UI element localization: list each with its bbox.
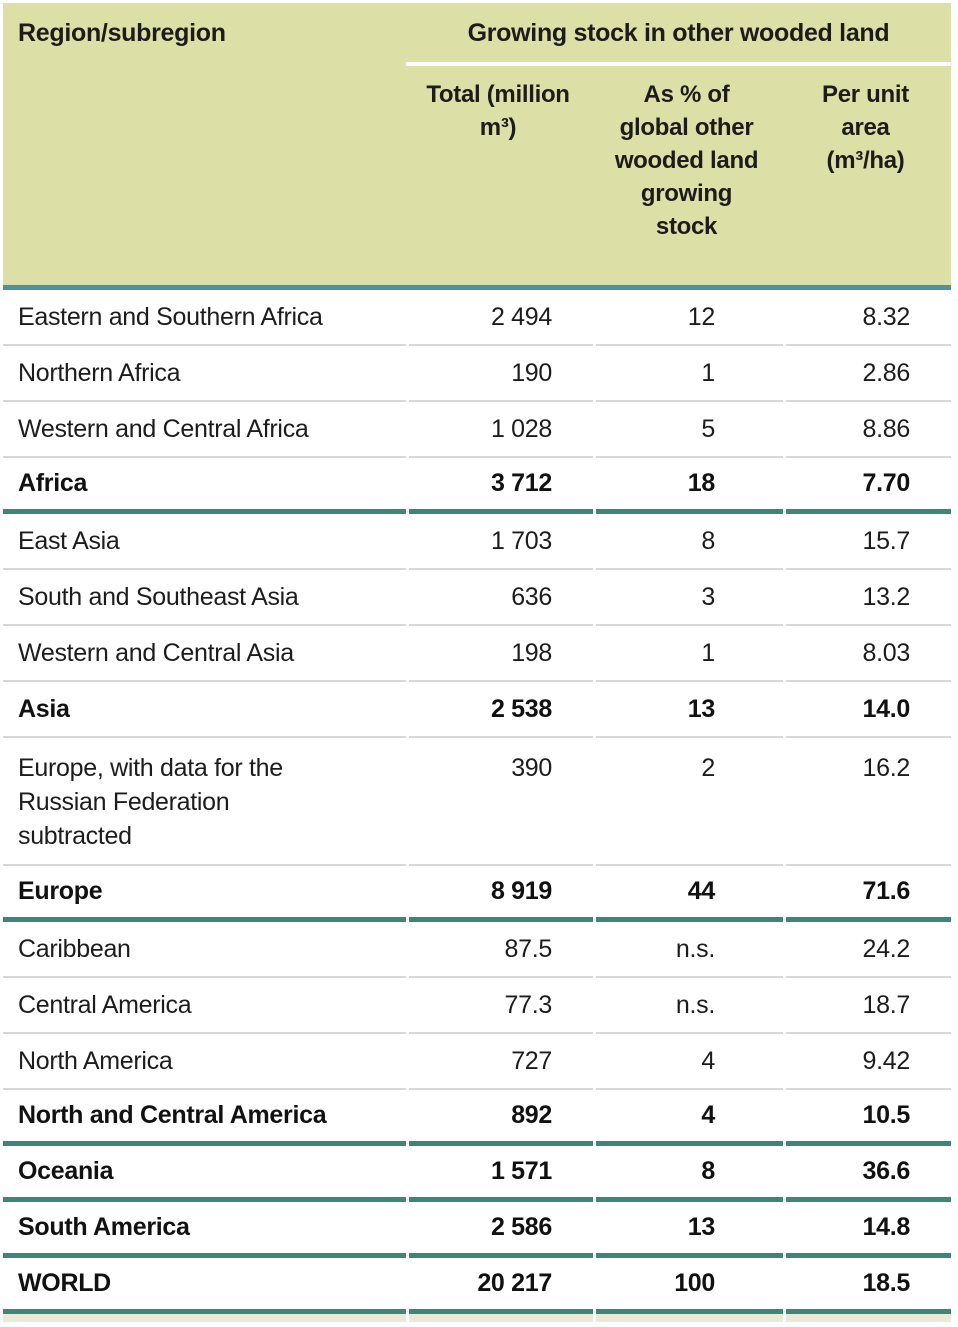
table-row: Asia 2 538 13 14.0: [3, 682, 951, 738]
share-cell: 13: [596, 682, 783, 738]
per-unit-area-cell: 36.6: [786, 1146, 951, 1202]
per-unit-area-cell: 8.32: [786, 290, 951, 346]
total-cell: 20 217: [409, 1258, 593, 1314]
per-unit-area-cell: 2.86: [786, 346, 951, 402]
per-unit-area-cell: 15.7: [786, 514, 951, 570]
share-cell: 8: [596, 1146, 783, 1202]
total-cell: 390: [409, 738, 593, 866]
table-header: Region/subregion Growing stock in other …: [3, 3, 951, 290]
total-cell: 2 586: [409, 1202, 593, 1258]
share-cell: 5: [596, 402, 783, 458]
per-unit-area-cell: 13.2: [786, 570, 951, 626]
region-cell: Asia: [3, 682, 406, 738]
region-cell: Western and Central Asia: [3, 626, 406, 682]
share-cell: n.s.: [596, 922, 783, 978]
region-cell: South and Southeast Asia: [3, 570, 406, 626]
table-row: Africa 3 712 18 7.70: [3, 458, 951, 514]
region-cell: Caribbean: [3, 922, 406, 978]
region-cell: Africa: [3, 458, 406, 514]
table-row: North America 727 4 9.42: [3, 1034, 951, 1090]
column-header-share: As % of global other wooded land growing…: [614, 81, 759, 240]
growing-stock-table: Region/subregion Growing stock in other …: [3, 3, 951, 1322]
table-row: Northern Africa 190 1 2.86: [3, 346, 951, 402]
table-row: Oceania 1 571 8 36.6: [3, 1146, 951, 1202]
share-cell: 2: [596, 738, 783, 866]
total-cell: 2 538: [409, 682, 593, 738]
table-row: Europe, with data for the Russian Federa…: [3, 738, 951, 866]
total-cell: 190: [409, 346, 593, 402]
region-cell: WORLD: [3, 1258, 406, 1314]
column-header-total: Total (million m³): [426, 81, 570, 141]
share-cell: 13: [596, 1202, 783, 1258]
table-row: South and Southeast Asia 636 3 13.2: [3, 570, 951, 626]
total-cell: 892: [409, 1090, 593, 1146]
per-unit-area-cell: 18.7: [786, 978, 951, 1034]
table-row: Eastern and Southern Africa 2 494 12 8.32: [3, 290, 951, 346]
total-cell: 198: [409, 626, 593, 682]
table-row: South America 2 586 13 14.8: [3, 1202, 951, 1258]
table-row: Central America 77.3 n.s. 18.7: [3, 978, 951, 1034]
table-row: WORLD 20 217 100 18.5: [3, 1258, 951, 1314]
share-cell: 4: [596, 1090, 783, 1146]
per-unit-area-cell: 18.5: [786, 1258, 951, 1314]
per-unit-area-cell: 8.86: [786, 402, 951, 458]
table-row: Europe 8 919 44 71.6: [3, 866, 951, 922]
total-cell: 2 494: [409, 290, 593, 346]
table-row: Western and Central Africa 1 028 5 8.86: [3, 402, 951, 458]
region-cell: Europe, with data for the Russian Federa…: [3, 738, 406, 866]
table-row: Western and Central Asia 198 1 8.03: [3, 626, 951, 682]
column-header-per-unit-area: Per unit area (m³/ha): [822, 81, 909, 174]
table-row: North and Central America 892 4 10.5: [3, 1090, 951, 1146]
total-cell: 87.5: [409, 922, 593, 978]
total-cell: 727: [409, 1034, 593, 1090]
total-cell: 77.3: [409, 978, 593, 1034]
region-cell: East Asia: [3, 514, 406, 570]
share-cell: 8: [596, 514, 783, 570]
share-cell: 1: [596, 626, 783, 682]
region-cell: Central America: [3, 978, 406, 1034]
share-cell: 4: [596, 1034, 783, 1090]
subcolumn-headers: Total (million m³) As % of global other …: [406, 66, 951, 243]
total-cell: 1 571: [409, 1146, 593, 1202]
region-cell: North America: [3, 1034, 406, 1090]
table-body: Eastern and Southern Africa 2 494 12 8.32 No…: [3, 290, 951, 1314]
region-cell: Oceania: [3, 1146, 406, 1202]
total-cell: 8 919: [409, 866, 593, 922]
share-cell: n.s.: [596, 978, 783, 1034]
region-cell: Northern Africa: [3, 346, 406, 402]
region-cell: South America: [3, 1202, 406, 1258]
share-cell: 18: [596, 458, 783, 514]
per-unit-area-cell: 7.70: [786, 458, 951, 514]
total-cell: 636: [409, 570, 593, 626]
per-unit-area-cell: 9.42: [786, 1034, 951, 1090]
group-header-area: Growing stock in other wooded land Total…: [406, 3, 951, 285]
per-unit-area-cell: 8.03: [786, 626, 951, 682]
group-title-underline: [406, 62, 951, 66]
bottom-partial-strip: [3, 1314, 951, 1322]
region-subregion-header: Region/subregion: [18, 19, 226, 47]
share-cell: 3: [596, 570, 783, 626]
table-row: East Asia 1 703 8 15.7: [3, 514, 951, 570]
share-cell: 12: [596, 290, 783, 346]
total-cell: 3 712: [409, 458, 593, 514]
per-unit-area-cell: 71.6: [786, 866, 951, 922]
region-cell: North and Central America: [3, 1090, 406, 1146]
region-cell: Europe: [3, 866, 406, 922]
share-cell: 1: [596, 346, 783, 402]
region-cell: Eastern and Southern Africa: [3, 290, 406, 346]
total-cell: 1 703: [409, 514, 593, 570]
per-unit-area-cell: 24.2: [786, 922, 951, 978]
group-title: Growing stock in other wooded land: [467, 19, 890, 47]
share-cell: 44: [596, 866, 783, 922]
per-unit-area-cell: 14.8: [786, 1202, 951, 1258]
region-cell: Western and Central Africa: [3, 402, 406, 458]
table-row: Caribbean 87.5 n.s. 24.2: [3, 922, 951, 978]
per-unit-area-cell: 14.0: [786, 682, 951, 738]
per-unit-area-cell: 10.5: [786, 1090, 951, 1146]
share-cell: 100: [596, 1258, 783, 1314]
per-unit-area-cell: 16.2: [786, 738, 951, 866]
total-cell: 1 028: [409, 402, 593, 458]
